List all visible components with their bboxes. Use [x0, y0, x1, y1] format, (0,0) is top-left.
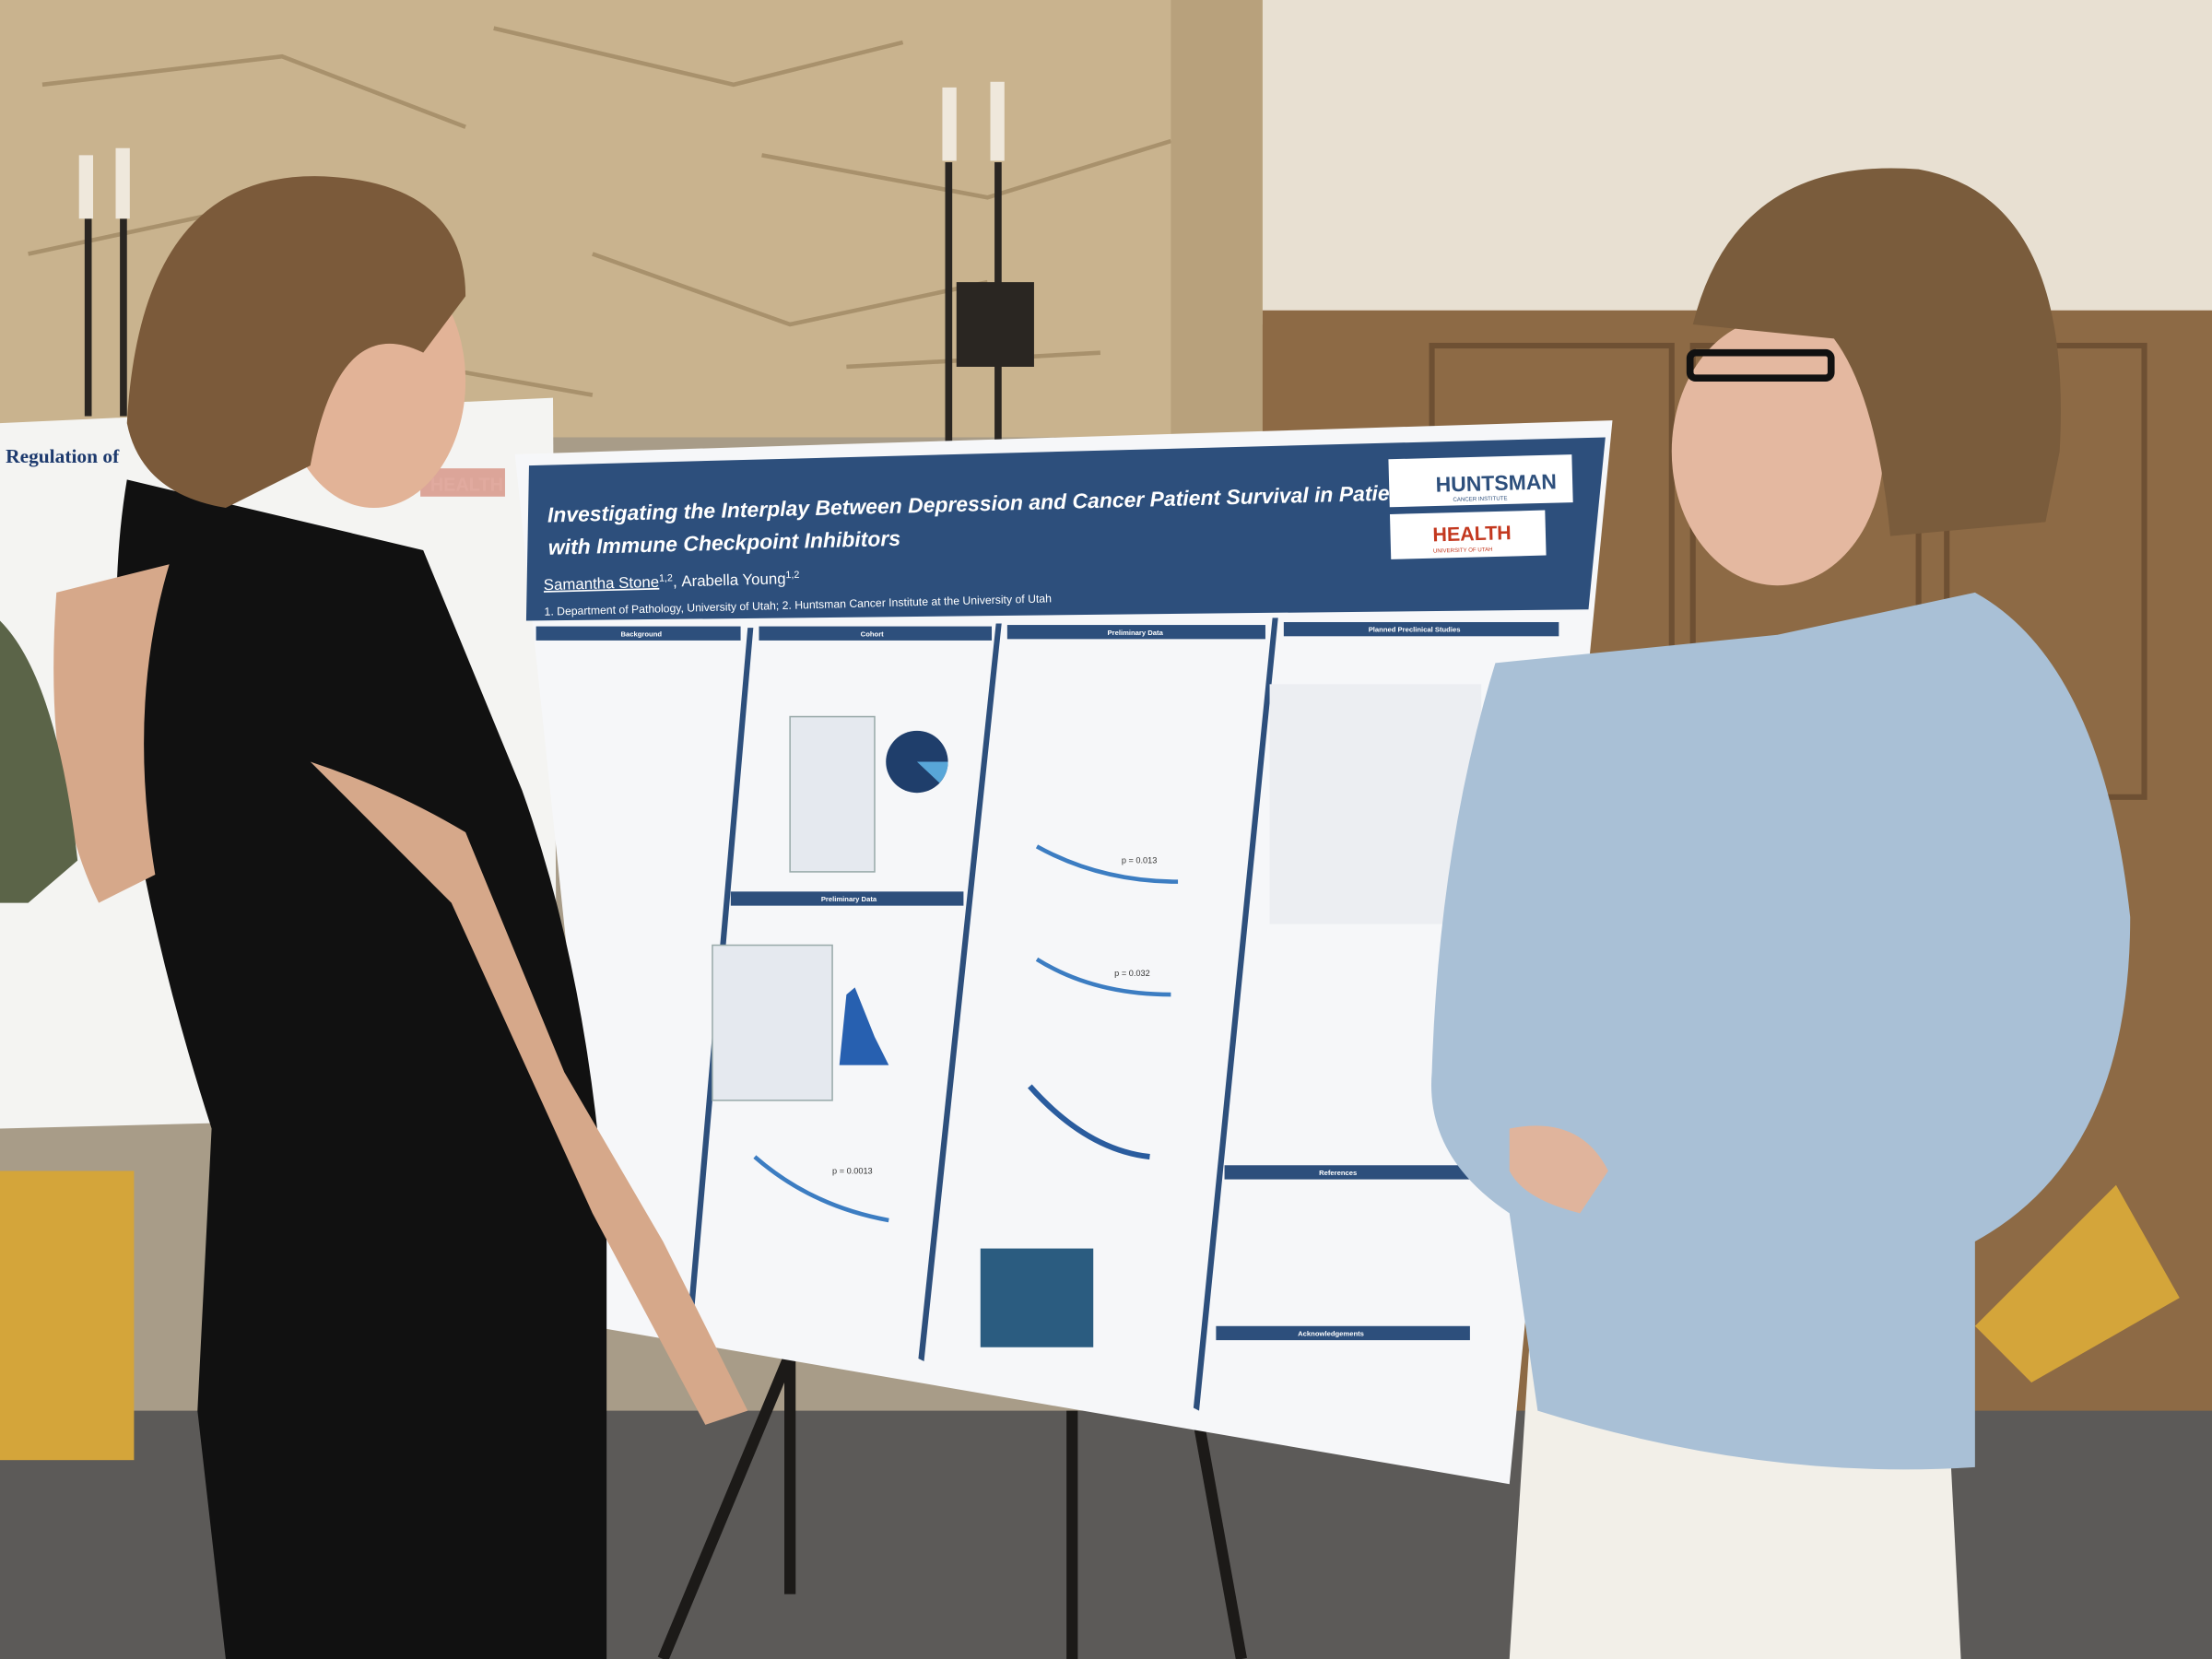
- left-poster-title: Regulation of: [6, 445, 120, 467]
- section-heading: Preliminary Data: [821, 895, 877, 903]
- hands: [1509, 1125, 1608, 1214]
- figures: [712, 684, 1482, 1347]
- candle-holders: [84, 162, 1034, 445]
- authors: Samantha Stone1,2, Arabella Young1,2: [544, 570, 800, 594]
- section-heading: Planned Preclinical Studies: [1369, 626, 1461, 634]
- section-headings: Background Cohort Preliminary Data Plann…: [535, 622, 1559, 1341]
- person-edge: [0, 620, 78, 903]
- author-affil: 1,2: [659, 572, 673, 583]
- logo-name: HUNTSMAN: [1435, 469, 1557, 496]
- folder: [1974, 1184, 2180, 1382]
- poster-header: [525, 437, 1606, 621]
- candles: [78, 81, 1005, 219]
- easel: [657, 1352, 1247, 1659]
- section-heading: Background: [620, 629, 662, 638]
- hair: [1692, 168, 2061, 536]
- huntsman-logo: [1388, 454, 1573, 508]
- face: [1671, 317, 1884, 586]
- arm: [53, 564, 170, 903]
- logo-health: HEALTH: [1432, 522, 1512, 546]
- p-values: p = 0.013 p = 0.032 p = 0.0013: [832, 856, 1157, 1176]
- author: Samantha Stone: [544, 573, 660, 594]
- section-heading: References: [1319, 1169, 1357, 1177]
- p-value: p = 0.032: [1114, 969, 1150, 978]
- logo-health-sub: UNIVERSITY OF UTAH: [1433, 547, 1493, 555]
- author: Arabella Young: [681, 570, 786, 590]
- denim-shirt: [1430, 592, 2131, 1470]
- arm: [310, 761, 748, 1425]
- glasses: [1686, 348, 1835, 382]
- logo-sub: CANCER INSTITUTE: [1453, 495, 1507, 503]
- folder: [0, 1171, 135, 1461]
- stone-pillar: [1171, 0, 1270, 466]
- section-heading: Acknowledgements: [1298, 1329, 1364, 1337]
- author-affil: 1,2: [785, 570, 799, 581]
- hair: [126, 176, 466, 509]
- p-value: p = 0.0013: [832, 1166, 873, 1175]
- section-heading: Cohort: [861, 629, 884, 638]
- section-heading: Preliminary Data: [1108, 629, 1164, 637]
- p-value: p = 0.013: [1122, 856, 1158, 865]
- health-logo: [1389, 510, 1547, 559]
- black-dress: [116, 479, 607, 1659]
